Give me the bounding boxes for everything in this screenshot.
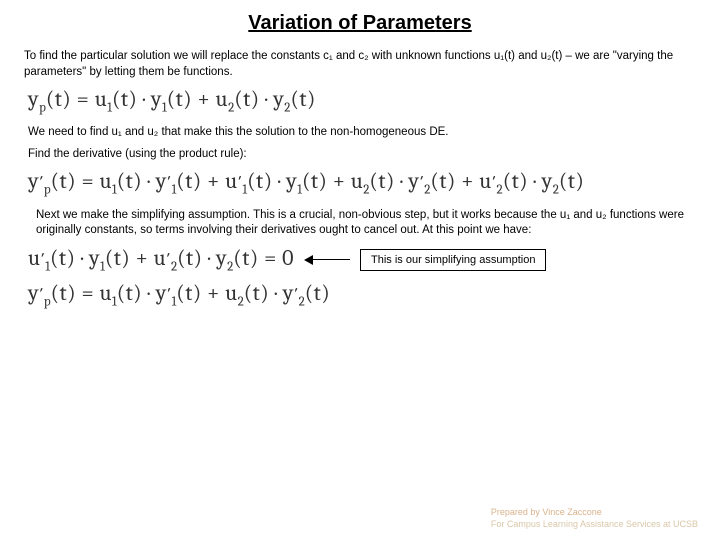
need-to-find-paragraph: We need to find u₁ and u₂ that make this…: [24, 125, 696, 141]
footer-credits: Prepared by Vince Zaccone For Campus Lea…: [491, 506, 698, 530]
find-derivative-paragraph: Find the derivative (using the product r…: [24, 147, 696, 163]
equation-yp-prime-full: y′p(t) = u1(t) · y′1(t) + u′1(t) · y1(t)…: [24, 168, 696, 197]
slide-page: Variation of Parameters To find the part…: [0, 0, 720, 540]
page-title: Variation of Parameters: [24, 12, 696, 35]
equation-assumption: u′1(t) · y1(t) + u′2(t) · y2(t) = 0: [28, 245, 294, 274]
footer-author: Prepared by Vince Zaccone: [491, 506, 698, 518]
equation-yp: yp(t) = u1(t) · y1(t) + u2(t) · y2(t): [24, 86, 696, 115]
equation-yp-prime-simplified: y′p(t) = u1(t) · y′1(t) + u2(t) · y′2(t): [24, 280, 696, 309]
arrow-icon: [304, 255, 350, 265]
simplifying-assumption-paragraph: Next we make the simplifying assumption.…: [24, 208, 696, 239]
footer-org: For Campus Learning Assistance Services …: [491, 518, 698, 530]
assumption-label-box: This is our simplifying assumption: [360, 249, 546, 271]
assumption-row: u′1(t) · y1(t) + u′2(t) · y2(t) = 0 This…: [24, 245, 696, 274]
intro-paragraph: To find the particular solution we will …: [24, 49, 696, 80]
